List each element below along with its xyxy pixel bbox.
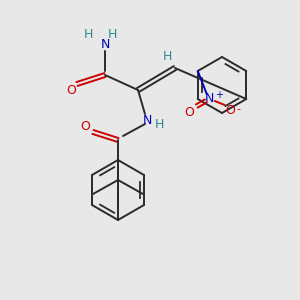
Text: O: O xyxy=(225,103,235,116)
Text: H: H xyxy=(162,50,172,62)
Text: H: H xyxy=(154,118,164,130)
Text: O: O xyxy=(66,85,76,98)
Text: N: N xyxy=(100,38,110,52)
Text: H: H xyxy=(107,28,117,41)
Text: H: H xyxy=(83,28,93,41)
Text: N: N xyxy=(142,113,152,127)
Text: -: - xyxy=(237,104,241,114)
Text: N: N xyxy=(205,92,214,106)
Text: +: + xyxy=(215,90,223,100)
Text: O: O xyxy=(80,119,90,133)
Text: O: O xyxy=(184,106,194,119)
